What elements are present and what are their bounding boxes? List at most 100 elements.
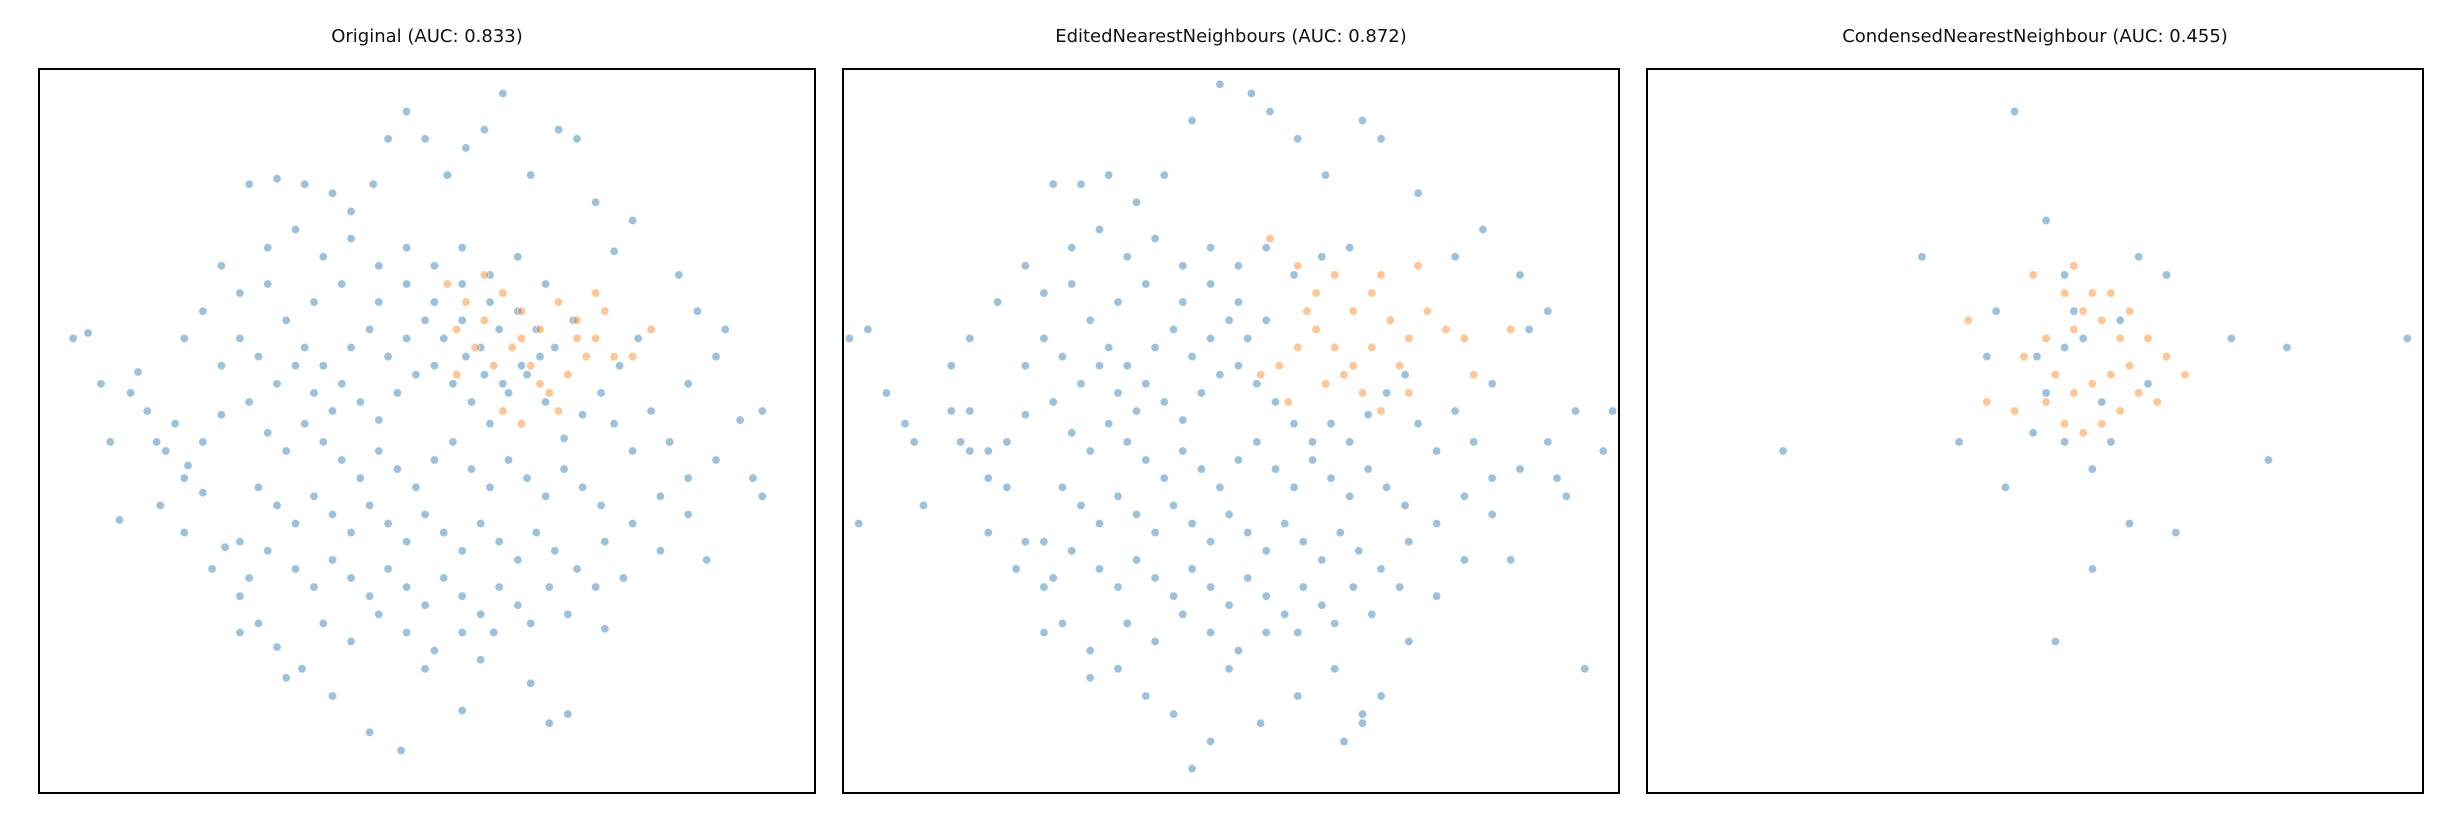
point-class-0-204 xyxy=(420,664,430,674)
point-class-0-1 xyxy=(2009,106,2020,117)
point-class-0-14 xyxy=(327,691,338,701)
point-class-1-3 xyxy=(1330,270,1340,280)
point-class-0-42 xyxy=(1187,115,1197,126)
point-class-1-25 xyxy=(646,324,656,334)
point-class-1-15 xyxy=(489,361,499,371)
point-class-0-188 xyxy=(572,564,582,574)
point-class-0-31 xyxy=(674,270,684,280)
point-class-1-26 xyxy=(2106,288,2116,298)
point-class-0-173 xyxy=(1431,518,1442,529)
point-class-0-51 xyxy=(1039,288,1049,298)
point-class-0-25 xyxy=(1487,509,1497,520)
point-class-1-2 xyxy=(1311,288,1321,298)
point-class-0-143 xyxy=(1224,315,1234,325)
point-class-0-30 xyxy=(692,306,703,316)
point-class-0-144 xyxy=(1243,333,1253,343)
point-class-1-10 xyxy=(1459,333,1470,343)
point-class-0-89 xyxy=(485,482,495,492)
point-class-0-103 xyxy=(383,518,393,529)
point-class-0-141 xyxy=(1187,351,1197,362)
point-class-1-27 xyxy=(1469,370,1479,380)
point-class-0-27 xyxy=(735,415,745,425)
point-class-0-10 xyxy=(1039,582,1049,592)
point-class-0-15 xyxy=(364,727,375,737)
point-class-0-2 xyxy=(126,388,136,398)
point-class-0-124 xyxy=(494,582,504,592)
point-class-0-206 xyxy=(535,351,545,362)
point-class-0-126 xyxy=(1261,627,1271,638)
point-class-0-129 xyxy=(983,473,993,483)
point-class-0-115 xyxy=(327,555,338,565)
point-class-0-24 xyxy=(1459,555,1470,565)
point-class-0-49 xyxy=(993,297,1003,307)
point-class-0-142 xyxy=(309,388,319,398)
point-class-1-27 xyxy=(479,270,489,280)
point-class-0-134 xyxy=(179,473,189,483)
point-class-0-52 xyxy=(198,306,208,316)
point-class-0-135 xyxy=(161,446,171,456)
point-class-0-67 xyxy=(1344,437,1355,447)
point-class-0-170 xyxy=(429,297,439,307)
point-class-0-152 xyxy=(1233,261,1243,271)
point-class-0-60 xyxy=(355,397,365,407)
point-class-0-83 xyxy=(1270,464,1281,474)
point-class-0-201 xyxy=(235,627,245,638)
point-class-0-115 xyxy=(1224,600,1234,610)
point-class-0-142 xyxy=(1205,333,1216,343)
point-class-0-86 xyxy=(429,455,439,465)
point-class-0-196 xyxy=(757,491,767,501)
point-class-0-106 xyxy=(439,527,449,538)
point-class-0-38 xyxy=(498,88,508,99)
point-class-0-156 xyxy=(568,315,578,325)
point-class-0-166 xyxy=(1048,573,1058,583)
point-class-0-140 xyxy=(1168,324,1179,334)
point-class-1-14 xyxy=(2161,351,2172,362)
point-class-0-140 xyxy=(272,379,282,389)
point-class-0-102 xyxy=(1261,546,1271,556)
point-class-0-186 xyxy=(627,518,638,529)
point-class-1-15 xyxy=(2180,370,2190,380)
point-class-0-138 xyxy=(235,333,245,343)
point-class-0-33 xyxy=(609,246,619,256)
point-class-1-18 xyxy=(1320,379,1331,389)
point-class-0-122 xyxy=(457,591,467,601)
point-class-0-153 xyxy=(513,306,523,316)
point-class-0-184 xyxy=(1506,555,1516,565)
point-class-0-155 xyxy=(550,342,560,353)
point-class-0-131 xyxy=(946,406,956,416)
point-class-0-170 xyxy=(1459,491,1470,501)
panel-title-cnn: CondensedNearestNeighbour (AUC: 0.455) xyxy=(1842,26,2228,47)
point-class-0-6 xyxy=(2059,270,2070,280)
point-class-0-171 xyxy=(457,279,467,289)
point-class-0-162 xyxy=(983,527,993,538)
point-class-0-32 xyxy=(627,215,638,226)
point-class-1-17 xyxy=(451,324,462,334)
point-class-0-190 xyxy=(526,618,536,629)
point-class-1-19 xyxy=(1339,370,1349,380)
point-class-0-21 xyxy=(2171,527,2181,538)
point-class-0-99 xyxy=(1205,537,1216,547)
point-class-0-23 xyxy=(1431,591,1442,601)
point-class-0-61 xyxy=(374,415,384,425)
point-class-0-85 xyxy=(411,482,421,492)
point-class-0-159 xyxy=(318,252,328,262)
point-class-0-93 xyxy=(559,464,569,474)
point-class-0-101 xyxy=(1243,527,1253,538)
point-class-0-19 xyxy=(2028,428,2038,438)
point-class-0-20 xyxy=(1357,709,1368,719)
point-class-1-19 xyxy=(2097,419,2107,429)
point-class-0-133 xyxy=(1039,333,1049,343)
point-class-1-4 xyxy=(516,306,527,316)
point-class-0-40 xyxy=(461,143,471,153)
point-class-0-75 xyxy=(633,333,643,343)
point-class-0-13 xyxy=(297,664,307,674)
point-class-0-11 xyxy=(253,618,263,629)
point-class-0-130 xyxy=(965,446,975,456)
point-class-0-8 xyxy=(198,488,208,498)
point-class-0-194 xyxy=(1607,406,1618,416)
point-class-0-80 xyxy=(318,437,328,447)
point-class-0-74 xyxy=(614,361,625,371)
point-class-0-107 xyxy=(1354,546,1364,556)
point-class-0-15 xyxy=(1168,709,1179,719)
point-class-0-158 xyxy=(290,224,301,235)
